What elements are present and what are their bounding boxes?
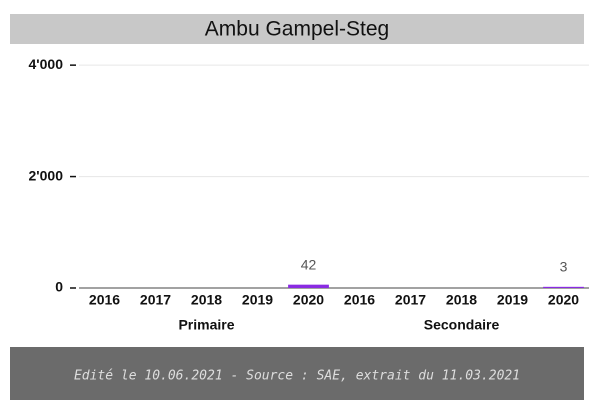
x-tick-label: 2017 — [395, 292, 426, 308]
x-tick-label: 2016 — [344, 292, 375, 308]
footer-bar — [10, 347, 584, 400]
y-tick-label: 2'000 — [29, 167, 64, 183]
x-tick-label: 2019 — [497, 292, 528, 308]
x-tick-label: 2018 — [446, 292, 477, 308]
x-tick-label: 2016 — [89, 292, 120, 308]
group-label: Primaire — [178, 317, 234, 333]
footer: Edité le 10.06.2021 - Source : SAE, extr… — [74, 369, 520, 384]
x-tick-label: 2020 — [293, 292, 324, 308]
title-bar — [10, 14, 584, 44]
x-tick-label: 2019 — [242, 292, 273, 308]
y-tick-label: 4'000 — [29, 56, 64, 72]
bar — [288, 284, 329, 288]
bar — [543, 286, 584, 288]
x-tick-label: 2018 — [191, 292, 222, 308]
value-label: 3 — [560, 259, 568, 275]
group-label: Secondaire — [424, 317, 500, 333]
value-label: 42 — [301, 256, 317, 272]
x-tick-label: 2017 — [140, 292, 171, 308]
x-tick-label: 2020 — [548, 292, 579, 308]
chart-title: Ambu Gampel-Steg — [205, 18, 389, 41]
y-tick-label: 0 — [55, 279, 63, 295]
